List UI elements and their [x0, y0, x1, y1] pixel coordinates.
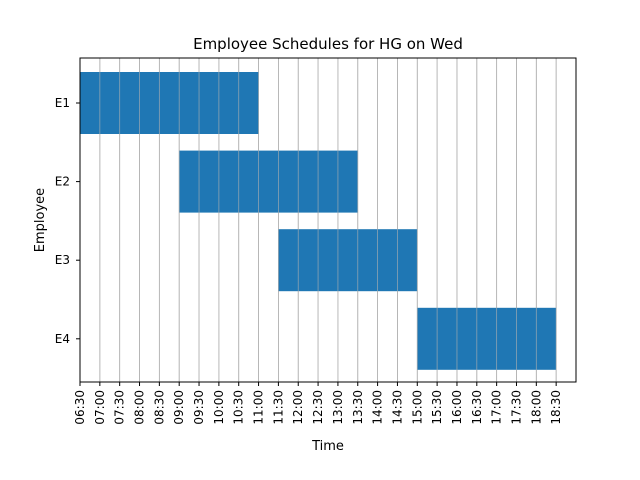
- x-axis-label: Time: [311, 439, 344, 454]
- x-tick-label: 13:00: [331, 390, 345, 425]
- chart-title: Employee Schedules for HG on Wed: [193, 35, 463, 53]
- x-tick-label: 11:00: [252, 390, 266, 425]
- x-tick-label: 14:00: [371, 390, 385, 425]
- x-tick-label: 17:00: [490, 390, 504, 425]
- x-tick-label: 12:00: [291, 390, 305, 425]
- x-tick-label: 15:00: [410, 390, 424, 425]
- x-tick-label: 10:00: [212, 390, 226, 425]
- y-axis-label: Employee: [33, 188, 48, 252]
- x-tick-label: 16:00: [450, 390, 464, 425]
- y-tick-label: E2: [55, 175, 70, 189]
- x-tick-label: 09:00: [172, 390, 186, 425]
- schedule-bar-e1: [80, 72, 259, 134]
- x-tick-label: 16:30: [470, 390, 484, 425]
- x-axis-ticks: 06:30 07:00 07:30 08:00 08:30 09:00 09:30 10:00…: [73, 382, 563, 425]
- x-tick-label: 18:00: [529, 390, 543, 425]
- x-tick-label: 06:30: [73, 390, 87, 425]
- x-tick-label: 13:30: [351, 390, 365, 425]
- y-tick-label: E1: [55, 96, 70, 110]
- schedule-bars: [80, 72, 557, 370]
- y-tick-label: E3: [55, 253, 70, 267]
- y-tick-label: E4: [55, 332, 70, 346]
- x-tick-label: 10:30: [232, 390, 246, 425]
- x-tick-label: 08:30: [152, 390, 166, 425]
- y-axis-ticks: E1 E2 E3 E4: [55, 96, 80, 346]
- x-tick-label: 08:00: [133, 390, 147, 425]
- x-tick-label: 15:30: [430, 390, 444, 425]
- plot-frame: [79, 57, 577, 383]
- x-tick-label: 17:30: [509, 390, 523, 425]
- schedule-bar-e3: [278, 229, 418, 292]
- x-tick-label: 18:30: [549, 390, 563, 425]
- x-tick-label: 11:30: [271, 390, 285, 425]
- x-tick-label: 12:30: [311, 390, 325, 425]
- x-tick-label: 07:00: [93, 390, 107, 425]
- x-tick-label: 09:30: [192, 390, 206, 425]
- schedule-bar-e2: [179, 150, 358, 213]
- x-tick-label: 07:30: [113, 390, 127, 425]
- schedule-bar-e4: [417, 307, 557, 370]
- x-tick-label: 14:30: [390, 390, 404, 425]
